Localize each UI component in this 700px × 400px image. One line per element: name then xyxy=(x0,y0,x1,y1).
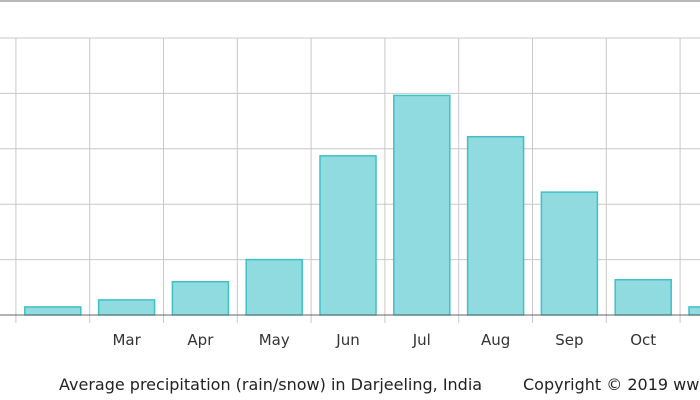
bar-may xyxy=(245,258,303,316)
grid-layer xyxy=(0,37,700,323)
bar-layer xyxy=(24,94,700,316)
bar-oct xyxy=(614,278,672,316)
bar-nov xyxy=(688,306,700,316)
x-tick-label-apr: Apr xyxy=(187,331,214,349)
bar-apr xyxy=(171,281,230,316)
bar-jun xyxy=(319,155,377,316)
x-tick-label-jul: Jul xyxy=(412,331,431,349)
x-tick-label-sep: Sep xyxy=(555,331,583,349)
x-tick-label-jun: Jun xyxy=(335,331,359,349)
chart-copyright: Copyright © 2019 ww xyxy=(523,375,699,394)
x-tick-label-may: May xyxy=(259,331,290,349)
chart-caption: Average precipitation (rain/snow) in Dar… xyxy=(59,375,482,394)
bar-aug xyxy=(466,135,525,316)
bar-feb xyxy=(24,306,82,316)
label-layer: MarAprMayJunJulAugSepOctNov xyxy=(112,331,656,349)
x-tick-label-oct: Oct xyxy=(630,331,656,349)
bar-sep xyxy=(540,191,599,316)
bar-jul xyxy=(393,94,451,316)
x-tick-label-mar: Mar xyxy=(112,331,141,349)
bar-mar xyxy=(97,299,156,316)
x-tick-label-aug: Aug xyxy=(481,331,510,349)
